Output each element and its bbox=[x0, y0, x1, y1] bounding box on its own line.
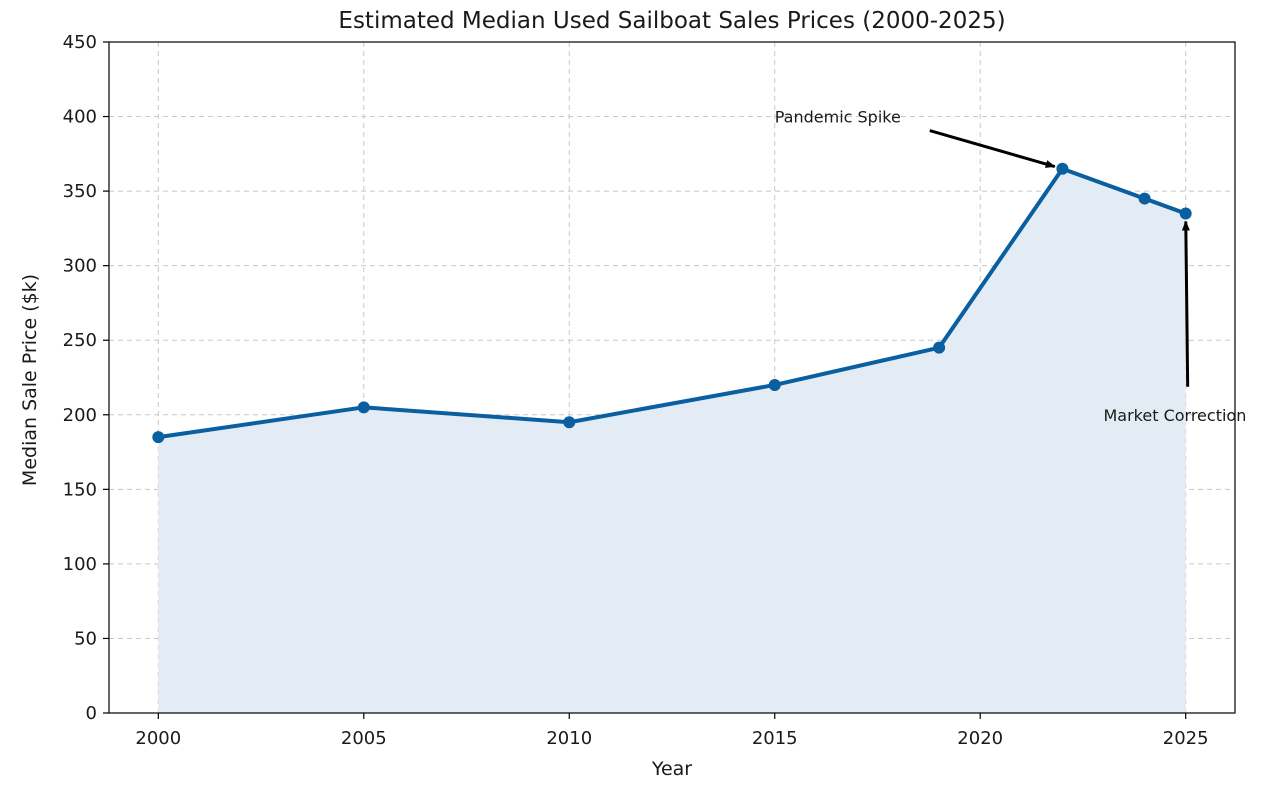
axis-frame bbox=[108, 41, 1236, 714]
area-fill bbox=[158, 168, 1186, 713]
x-tick-label-2020: 2020 bbox=[957, 728, 1003, 749]
data-point-2010 bbox=[563, 416, 576, 429]
annotation-arrow-1 bbox=[1181, 220, 1190, 387]
x-tick-label-2015: 2015 bbox=[752, 728, 798, 749]
y-tick-label-400: 400 bbox=[63, 107, 97, 128]
y-tick-label-100: 100 bbox=[63, 554, 97, 575]
data-point-2005 bbox=[357, 401, 370, 414]
x-tick-label-2010: 2010 bbox=[546, 728, 592, 749]
data-point-2025 bbox=[1179, 207, 1192, 220]
y-tick-label-50: 50 bbox=[74, 628, 97, 649]
chart-title: Estimated Median Used Sailboat Sales Pri… bbox=[338, 8, 1005, 34]
x-tick-label-2005: 2005 bbox=[341, 728, 387, 749]
axes: 2000 2005 2010 2015 2020 2025 0 50 100 150 200 250 3… bbox=[63, 32, 1236, 749]
y-tick-label-250: 250 bbox=[63, 330, 97, 351]
annotation-label-1: Market Correction bbox=[1103, 406, 1246, 425]
y-tick-label-0: 0 bbox=[86, 703, 97, 724]
annotation-label-0: Pandemic Spike bbox=[775, 108, 901, 127]
data-point-2015 bbox=[768, 378, 781, 391]
x-axis-label: Year bbox=[651, 758, 692, 780]
area-fill-layer bbox=[158, 168, 1186, 713]
y-tick-label-450: 450 bbox=[63, 32, 97, 53]
data-point-2019 bbox=[933, 341, 946, 354]
y-tick-label-200: 200 bbox=[63, 405, 97, 426]
series-line bbox=[158, 166, 1187, 440]
series-line-layer bbox=[158, 166, 1187, 440]
y-tick-label-350: 350 bbox=[63, 181, 97, 202]
x-tick-label-2000: 2000 bbox=[135, 728, 181, 749]
y-tick-label-150: 150 bbox=[63, 479, 97, 500]
x-tick-label-2025: 2025 bbox=[1163, 728, 1209, 749]
data-point-2000 bbox=[152, 431, 165, 444]
annotations: Pandemic Spike Market Correction bbox=[775, 108, 1247, 425]
annotation-arrow-0 bbox=[929, 129, 1056, 168]
data-points bbox=[152, 162, 1192, 444]
data-point-2024 bbox=[1138, 192, 1151, 205]
data-point-2022 bbox=[1056, 162, 1069, 175]
y-tick-label-300: 300 bbox=[63, 256, 97, 277]
y-axis-label: Median Sale Price ($k) bbox=[19, 274, 41, 486]
